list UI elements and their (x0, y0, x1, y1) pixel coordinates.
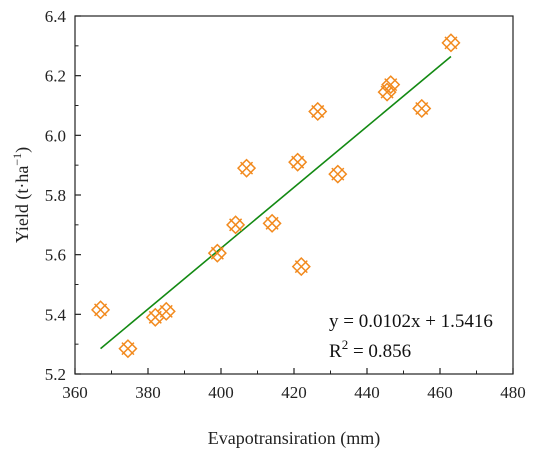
x-tick-label: 480 (500, 383, 526, 402)
data-point (412, 98, 432, 119)
data-point (262, 213, 282, 233)
data-point-cross (291, 155, 305, 169)
data-point (288, 152, 308, 172)
data-point-cross (229, 218, 243, 232)
y-tick-label: 5.2 (45, 365, 66, 384)
y-tick-label: 5.6 (45, 246, 66, 265)
x-tick-label: 380 (135, 383, 161, 402)
y-tick-label: 5.8 (45, 186, 66, 205)
data-point-cross (444, 36, 458, 50)
data-point (91, 300, 111, 320)
x-tick-label: 440 (354, 383, 380, 402)
y-axis-title: Yield (t·ha−1) (10, 147, 33, 243)
data-point (328, 164, 348, 184)
x-tick-labels: 360 380 400 420 440 460 480 (62, 383, 526, 402)
r-squared-label: R2 = 0.856 (329, 337, 411, 362)
data-point (118, 339, 138, 359)
data-point-cross (159, 304, 173, 318)
data-point (377, 82, 397, 102)
y-axis-title-superscript: −1 (10, 153, 24, 166)
regression-equation: y = 0.0102x + 1.5416 (329, 311, 493, 332)
data-point-cross (210, 246, 224, 260)
r-squared-main: R (329, 341, 342, 362)
data-point (226, 215, 246, 235)
y-tick-label: 6.0 (45, 126, 66, 145)
data-point (207, 243, 227, 263)
data-point-cross (94, 303, 108, 317)
data-point-cross (380, 85, 394, 99)
data-point-cross (384, 78, 398, 92)
data-point (441, 33, 461, 53)
data-point-cross (311, 104, 325, 118)
x-tick-label: 400 (208, 383, 234, 402)
data-point (156, 301, 176, 321)
x-tick-label: 360 (62, 383, 88, 402)
data-point-cross (294, 260, 308, 274)
y-axis-title-main: Yield (t·ha (12, 166, 33, 243)
x-axis-title: Evapotransiration (mm) (208, 428, 380, 449)
data-point-cross (240, 161, 254, 175)
y-axis-title-close: ) (12, 147, 33, 153)
data-points (91, 33, 461, 359)
data-point-cross (331, 167, 345, 181)
r-squared-superscript: 2 (342, 337, 349, 352)
regression-line (100, 55, 452, 350)
x-tick-label: 460 (427, 383, 453, 402)
y-tick-label: 6.2 (45, 67, 66, 86)
data-point-cross (265, 216, 279, 230)
data-point (381, 75, 401, 95)
data-point (237, 158, 257, 178)
r-squared-value: = 0.856 (348, 341, 411, 362)
data-point (308, 101, 328, 122)
data-point (291, 257, 311, 277)
y-tick-label: 6.4 (45, 7, 67, 26)
x-tick-label: 420 (281, 383, 307, 402)
data-point-cross (415, 101, 429, 116)
y-tick-labels: 5.2 5.4 5.6 5.8 6.0 6.2 6.4 (45, 7, 67, 384)
data-point-cross (121, 342, 135, 356)
plot-frame (74, 15, 514, 375)
y-tick-label: 5.4 (45, 305, 67, 324)
